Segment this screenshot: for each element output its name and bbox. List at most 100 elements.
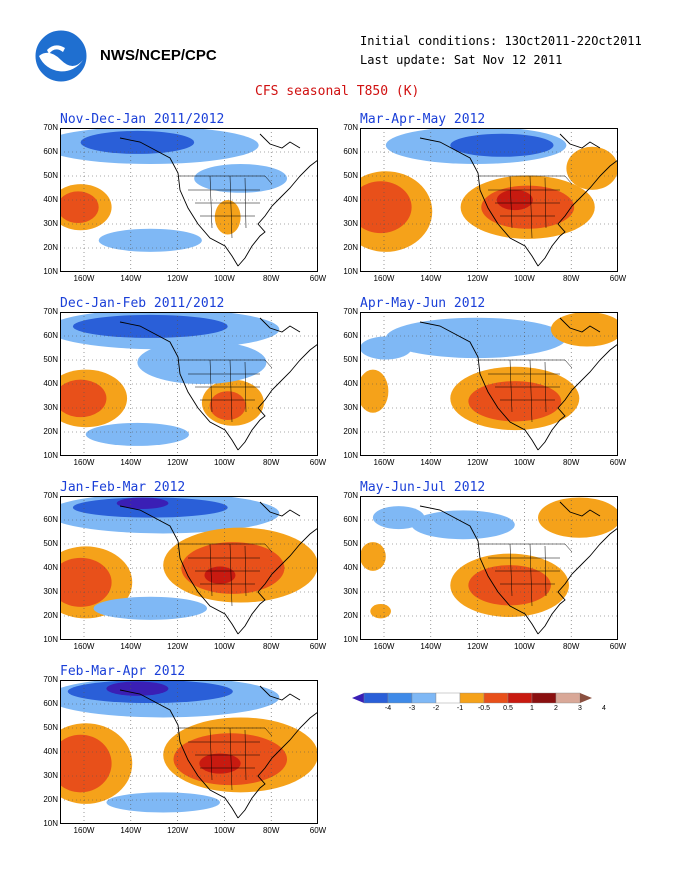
lon-label: 120W	[467, 458, 489, 467]
lon-label: 160W	[373, 458, 395, 467]
political-borders	[478, 359, 573, 423]
anomaly-region	[538, 497, 618, 538]
lat-label: 10N	[43, 267, 58, 276]
anomaly-region	[60, 191, 99, 224]
anomaly-region	[80, 130, 195, 154]
panel-title: Dec-Jan-Feb 2011/2012	[60, 296, 225, 311]
colorbar-label: 3	[578, 705, 582, 712]
anomaly-map	[360, 496, 618, 640]
map-frame	[60, 312, 318, 456]
lat-label: 60N	[43, 147, 58, 156]
lat-label: 30N	[343, 587, 358, 596]
anomaly-region	[385, 317, 567, 359]
coastline	[119, 317, 318, 451]
anomaly-region	[468, 381, 562, 422]
lat-label: 70N	[343, 123, 358, 132]
lat-label: 30N	[343, 219, 358, 228]
lon-label: 100W	[513, 274, 535, 283]
anomaly-region	[566, 146, 618, 190]
anomaly-region	[360, 369, 389, 413]
anomaly-map	[60, 128, 318, 272]
anomaly-region	[360, 542, 386, 571]
lon-label: 160W	[73, 458, 95, 467]
anomaly-region	[370, 604, 391, 619]
anomaly-region	[98, 228, 202, 252]
colorbar-swatch	[507, 692, 533, 704]
anomaly-region	[199, 753, 241, 774]
lon-label: 60W	[309, 642, 327, 651]
coastline	[419, 501, 618, 635]
lon-label: 140W	[420, 274, 442, 283]
lat-label: 60N	[343, 331, 358, 340]
lon-label: 120W	[167, 274, 189, 283]
lat-label: 20N	[343, 243, 358, 252]
org-name: NWS/NCEP/CPC	[100, 47, 217, 64]
lat-label: 30N	[43, 219, 58, 228]
colorbar-swatch	[555, 692, 581, 704]
lat-label: 70N	[43, 123, 58, 132]
political-borders	[478, 175, 573, 239]
anomaly-region	[481, 185, 575, 229]
lat-label: 20N	[43, 243, 58, 252]
lat-label: 70N	[43, 675, 58, 684]
colorbar-label: 2	[554, 705, 558, 712]
colorbar-label: -3	[408, 705, 416, 712]
map-frame	[60, 496, 318, 640]
lon-label: 80W	[262, 458, 280, 467]
lon-label: 60W	[309, 458, 327, 467]
panel-title: Feb-Mar-Apr 2012	[60, 664, 186, 679]
colorbar-label: 1	[530, 705, 534, 712]
lat-label: 60N	[43, 699, 58, 708]
lat-label: 50N	[43, 539, 58, 548]
anomaly-region	[72, 314, 228, 338]
colorbar: -4 -3 -2 -1 -0.5 0.5 1 2 3 4	[352, 690, 632, 720]
lon-label: 100W	[213, 826, 235, 835]
coastline	[119, 501, 318, 635]
anomaly-map	[360, 312, 618, 456]
panel-title: Jan-Feb-Mar 2012	[60, 480, 186, 495]
lon-label: 140W	[120, 826, 142, 835]
anomaly-region	[106, 681, 169, 696]
lon-label: 160W	[73, 642, 95, 651]
lat-label: 10N	[343, 267, 358, 276]
lon-label: 80W	[262, 274, 280, 283]
lon-label: 100W	[213, 274, 235, 283]
anomaly-map	[60, 312, 318, 456]
colorbar-label: -2	[432, 705, 440, 712]
lon-label: 80W	[562, 642, 580, 651]
lat-label: 10N	[343, 635, 358, 644]
noaa-logo	[35, 30, 87, 82]
lon-label: 80W	[562, 458, 580, 467]
panel-title: Nov-Dec-Jan 2011/2012	[60, 112, 225, 127]
lon-label: 160W	[73, 274, 95, 283]
lat-label: 40N	[43, 195, 58, 204]
lat-label: 10N	[43, 819, 58, 828]
lat-label: 70N	[343, 491, 358, 500]
lat-label: 40N	[343, 563, 358, 572]
lat-label: 30N	[343, 403, 358, 412]
lon-label: 140W	[420, 642, 442, 651]
colorbar-label: 0.5	[503, 705, 513, 712]
colorbar-max-triangle	[580, 693, 592, 703]
lon-label: 120W	[167, 642, 189, 651]
lat-label: 70N	[43, 491, 58, 500]
colorbar-swatch	[483, 692, 509, 704]
map-frame	[60, 680, 318, 824]
lat-label: 10N	[343, 451, 358, 460]
lat-label: 30N	[43, 771, 58, 780]
lon-label: 100W	[213, 458, 235, 467]
political-borders	[178, 359, 273, 423]
anomaly-region	[209, 391, 246, 420]
colorbar-label: -0.5	[477, 705, 491, 712]
lon-label: 140W	[120, 642, 142, 651]
lat-label: 40N	[43, 747, 58, 756]
panel-title: Apr-May-Jun 2012	[360, 296, 486, 311]
map-frame	[360, 496, 618, 640]
lon-label: 120W	[467, 274, 489, 283]
panel-title: May-Jun-Jul 2012	[360, 480, 486, 495]
lat-label: 40N	[343, 379, 358, 388]
anomaly-region	[214, 200, 241, 235]
colorbar-swatches	[352, 692, 592, 704]
colorbar-swatch	[435, 692, 461, 704]
anomaly-region	[194, 164, 288, 193]
